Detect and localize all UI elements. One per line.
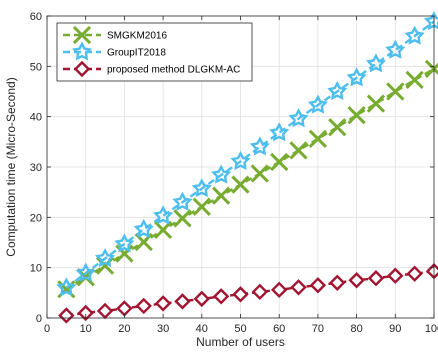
data-point	[193, 290, 210, 308]
data-point	[77, 304, 94, 322]
data-point	[191, 178, 212, 198]
data-point	[290, 279, 307, 296]
data-point	[249, 136, 270, 156]
data-point	[230, 150, 251, 170]
legend-entry: proposed method DLGKM-AC	[107, 65, 240, 76]
series-2	[58, 262, 438, 324]
y-tick-label: 60	[30, 11, 42, 23]
data-point	[58, 307, 75, 324]
data-point	[385, 39, 406, 59]
data-point	[172, 191, 193, 211]
x-tick-label: 90	[389, 323, 401, 335]
x-axis-label: Number of users	[196, 335, 285, 349]
data-point	[308, 129, 328, 148]
data-point	[95, 248, 116, 268]
x-tick-label: 30	[157, 323, 169, 335]
data-point	[134, 232, 153, 252]
data-point	[56, 277, 77, 297]
axis-ticks: 0 10 20 30 40 50 60 70 80 90 100 0 10 20 30 40 50 60	[30, 11, 438, 335]
data-point	[270, 152, 289, 172]
data-point	[327, 80, 348, 101]
x-tick-label: 40	[196, 323, 208, 335]
legend-entry: GroupIT2018	[107, 48, 166, 59]
data-point	[212, 186, 231, 205]
y-tick-label: 10	[30, 263, 42, 275]
y-tick-label: 30	[30, 162, 42, 174]
data-point	[174, 293, 191, 310]
data-point	[271, 281, 288, 299]
legend: SMGKM2016 GroupIT2018 proposed method DLGK…	[56, 22, 253, 82]
y-tick-label: 40	[30, 112, 42, 124]
data-point	[250, 164, 269, 183]
data-point	[269, 122, 290, 142]
data-point	[251, 283, 269, 301]
series-layer	[56, 11, 438, 324]
data-point	[307, 94, 328, 114]
y-tick-label: 50	[30, 61, 42, 73]
data-point	[366, 94, 386, 113]
data-point	[153, 205, 174, 225]
data-point	[367, 270, 385, 287]
data-point	[404, 25, 425, 45]
data-point	[387, 267, 404, 284]
legend-marker	[71, 41, 93, 61]
data-point	[405, 70, 424, 90]
legend-marker	[73, 60, 91, 78]
data-point	[133, 218, 154, 238]
data-point	[153, 220, 173, 240]
y-axis-label: Computation time (Micro-Second)	[4, 77, 18, 256]
y-tick-label: 20	[30, 212, 42, 224]
data-point	[231, 175, 250, 194]
data-point	[365, 53, 386, 73]
legend-marker	[72, 25, 92, 45]
data-point	[75, 262, 96, 282]
data-point	[288, 108, 309, 128]
x-tick-label: 100	[425, 323, 438, 335]
x-tick-label: 60	[273, 323, 285, 335]
legend-entry: SMGKM2016	[107, 31, 167, 42]
data-point	[232, 286, 249, 303]
data-point	[386, 82, 405, 101]
x-tick-label: 20	[118, 323, 130, 335]
data-point	[347, 106, 366, 125]
x-tick-label: 10	[80, 323, 92, 335]
data-point	[328, 118, 347, 137]
data-point	[329, 274, 346, 291]
data-point	[406, 265, 423, 282]
data-point	[114, 233, 135, 253]
data-point	[309, 277, 327, 294]
data-point	[96, 302, 114, 320]
x-tick-label: 70	[312, 323, 324, 335]
x-tick-label: 50	[234, 323, 246, 335]
data-point	[135, 297, 152, 315]
data-point	[173, 209, 192, 228]
x-tick-label: 0	[44, 323, 50, 335]
x-tick-label: 80	[350, 323, 362, 335]
data-point	[346, 67, 367, 87]
data-point	[154, 295, 172, 312]
series-0	[57, 59, 438, 299]
data-point	[289, 141, 308, 160]
data-point	[212, 288, 230, 305]
y-tick-label: 0	[36, 313, 42, 325]
data-point	[211, 164, 232, 184]
data-point	[348, 272, 365, 289]
data-point	[192, 197, 211, 216]
